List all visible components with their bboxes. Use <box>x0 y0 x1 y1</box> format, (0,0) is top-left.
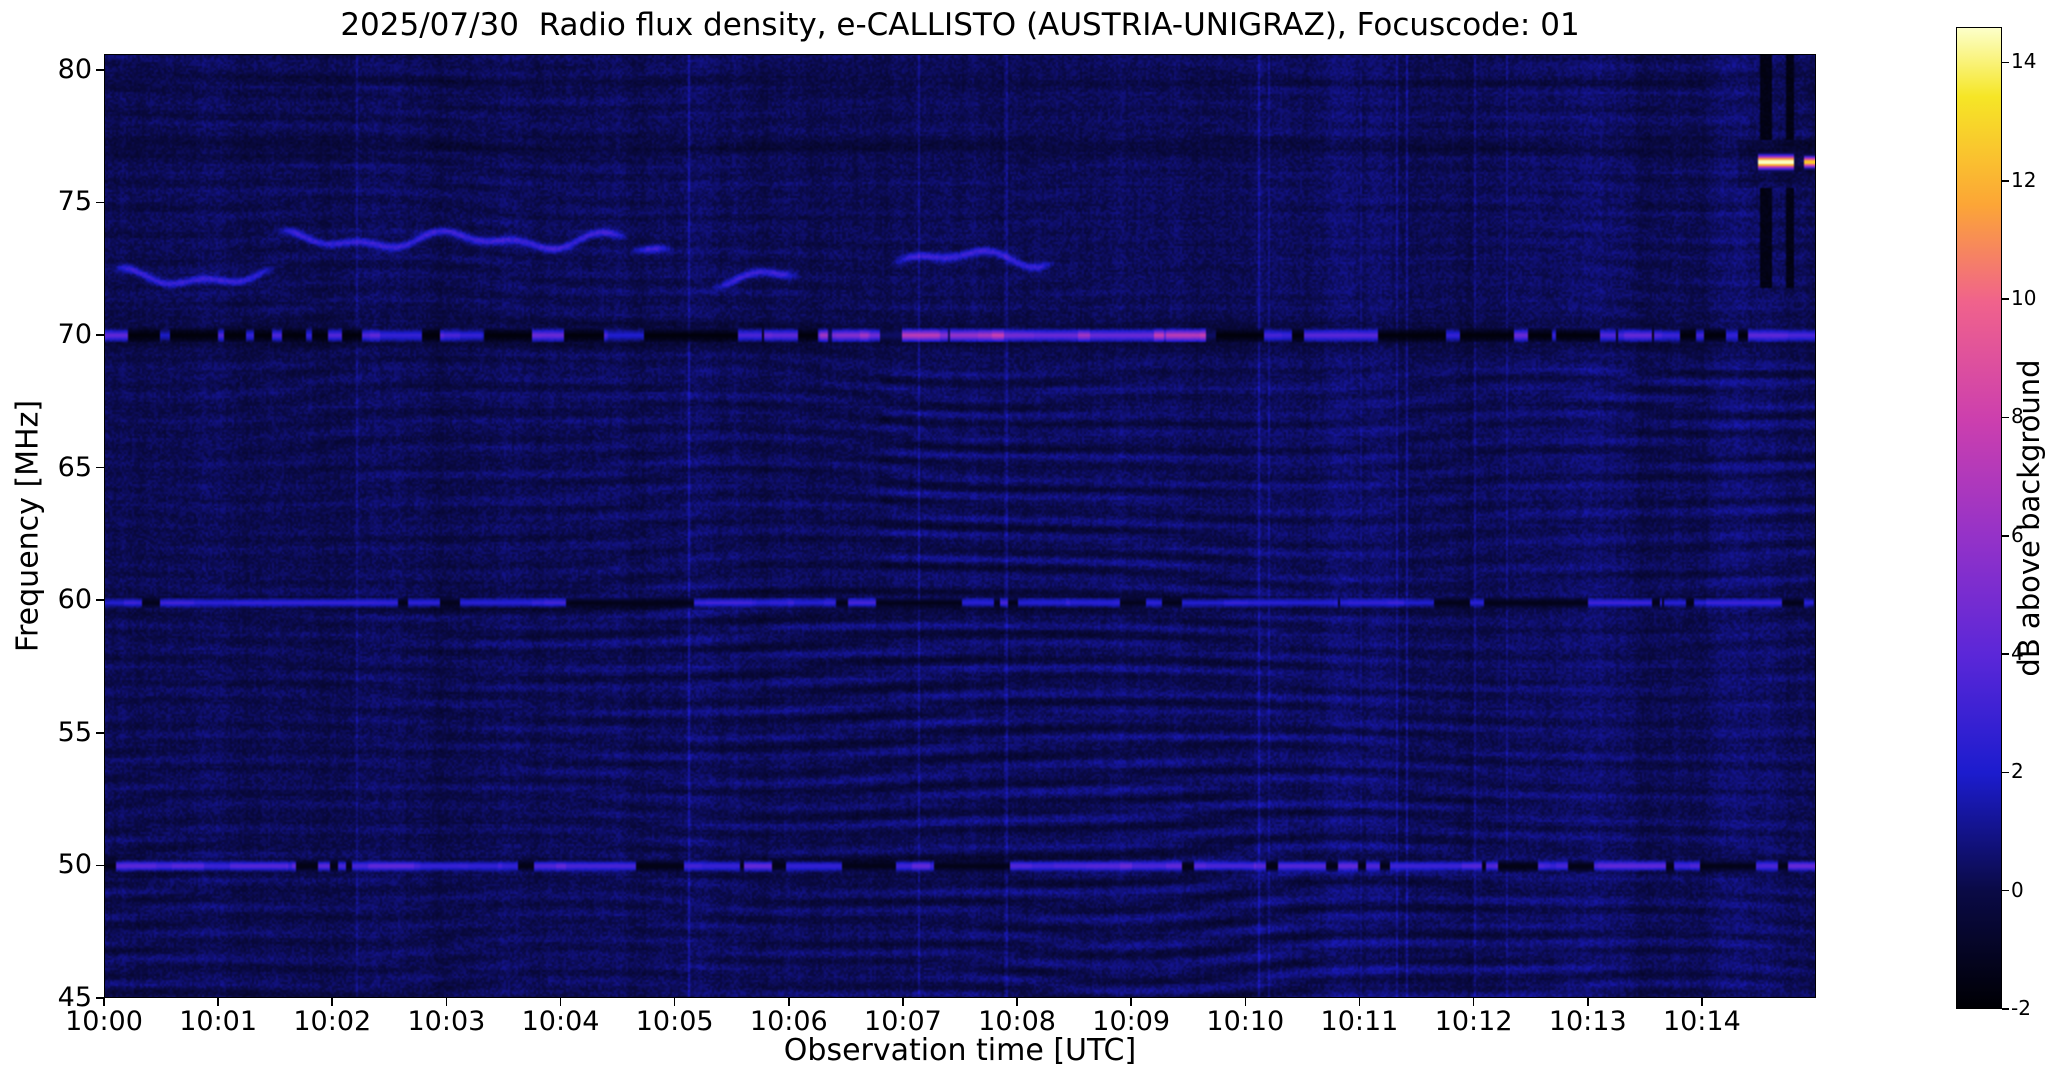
colorbar-tick-label: 10 <box>2011 286 2037 311</box>
x-tick-mark <box>788 998 790 1006</box>
y-tick-label: 80 <box>57 53 92 85</box>
y-tick-label: 45 <box>57 982 92 1013</box>
x-tick-mark <box>217 998 219 1006</box>
y-tick-mark <box>96 864 104 867</box>
colorbar-tick-mark <box>2002 180 2009 182</box>
y-tick-mark <box>96 69 104 71</box>
x-tick-mark <box>1130 998 1132 1006</box>
x-tick-label: 10:13 <box>1548 1006 1627 1037</box>
y-tick-mark <box>96 599 104 602</box>
colorbar-tick-label: 2 <box>2011 759 2024 784</box>
y-tick-label: 60 <box>57 584 92 616</box>
y-tick-label: 55 <box>57 716 92 748</box>
x-axis-label: Observation time [UTC] <box>783 1033 1137 1068</box>
colorbar-tick-label: 8 <box>2011 404 2024 429</box>
x-tick-mark <box>331 998 334 1006</box>
y-tick-mark <box>96 201 104 204</box>
x-tick-label: 10:01 <box>179 1006 258 1037</box>
colorbar-tick-mark <box>2002 298 2009 300</box>
x-tick-mark <box>673 998 676 1006</box>
chart-title: 2025/07/30 Radio flux density, e-CALLIST… <box>340 7 1580 43</box>
x-tick-label: 10:07 <box>864 1006 942 1037</box>
colorbar-tick-label: 14 <box>2011 49 2037 74</box>
x-tick-mark <box>103 998 105 1006</box>
x-tick-label: 10:05 <box>635 1006 714 1037</box>
x-tick-mark <box>1701 998 1703 1006</box>
x-tick-mark <box>1586 998 1589 1006</box>
x-tick-mark <box>902 998 904 1006</box>
x-tick-label: 10:14 <box>1662 1006 1741 1037</box>
colorbar-tick-mark <box>2002 653 2009 655</box>
x-tick-mark <box>1358 998 1361 1006</box>
y-tick-label: 50 <box>57 849 92 881</box>
x-tick-label: 10:09 <box>1092 1006 1171 1037</box>
x-tick-mark <box>1244 998 1247 1006</box>
y-tick-label: 65 <box>57 451 92 483</box>
colorbar-tick-mark <box>2002 771 2009 774</box>
colorbar-tick-label: 12 <box>2011 167 2037 192</box>
colorbar-label: dB above background <box>2012 359 2046 677</box>
y-tick-mark <box>96 997 104 999</box>
colorbar-tick-label: -2 <box>2011 996 2031 1020</box>
y-tick-label: 75 <box>57 186 92 218</box>
x-tick-label: 10:12 <box>1434 1006 1513 1037</box>
colorbar-tick-label: 4 <box>2011 641 2024 666</box>
x-tick-mark <box>445 998 448 1006</box>
x-tick-label: 10:03 <box>407 1006 486 1037</box>
x-tick-mark <box>1472 998 1475 1006</box>
x-tick-mark <box>1016 998 1018 1006</box>
colorbar-tick-label: 0 <box>2011 877 2024 902</box>
y-tick-mark <box>96 466 104 469</box>
x-tick-label: 10:00 <box>65 1006 143 1037</box>
spectrogram-heatmap <box>104 54 1816 998</box>
colorbar-tick-mark <box>2002 534 2009 537</box>
x-tick-label: 10:06 <box>749 1006 828 1037</box>
x-tick-label: 10:04 <box>521 1006 600 1037</box>
x-tick-label: 10:10 <box>1206 1006 1285 1037</box>
colorbar-tick-mark <box>2002 889 2009 892</box>
x-tick-label: 10:08 <box>978 1006 1056 1037</box>
y-tick-label: 70 <box>57 319 92 351</box>
colorbar-tick-mark <box>2002 416 2009 419</box>
x-tick-label: 10:02 <box>293 1006 372 1037</box>
x-tick-label: 10:11 <box>1320 1006 1399 1037</box>
x-tick-mark <box>559 998 562 1006</box>
colorbar <box>1956 27 2002 1009</box>
y-tick-mark <box>96 732 104 734</box>
colorbar-tick-mark <box>2002 61 2009 64</box>
y-tick-mark <box>96 334 104 336</box>
colorbar-tick-label: 6 <box>2011 522 2024 547</box>
colorbar-tick-mark <box>2002 1008 2009 1010</box>
